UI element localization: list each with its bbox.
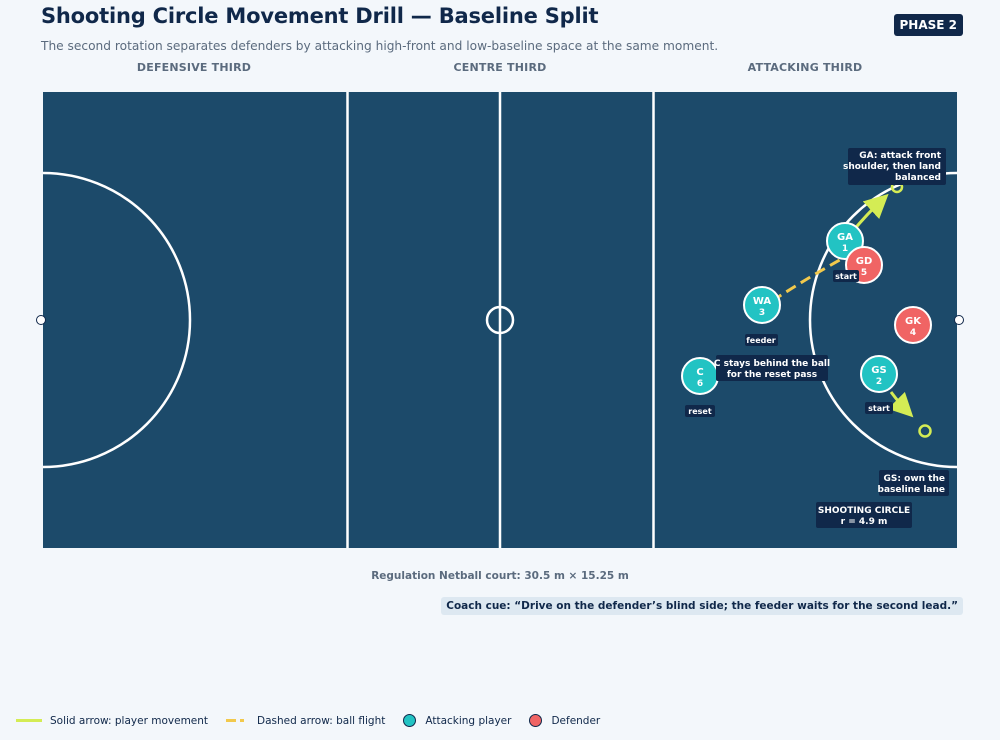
ga-note-line-3: balanced: [895, 173, 941, 183]
zone-label-attacking: ATTACKING THIRD: [747, 61, 863, 74]
legend-item-defence: Defender: [529, 714, 600, 727]
defence-dot-icon: [529, 714, 543, 727]
centre-circle: [485, 305, 515, 335]
player-ga-tag-top: start: [835, 272, 857, 281]
player-wa-pos: WA: [753, 296, 772, 307]
ga-note-line-1: GA: attack front: [859, 151, 941, 161]
legend-movement-label: Solid arrow: player movement: [50, 714, 209, 727]
player-ga-pos: GA: [837, 232, 853, 243]
ga-annotation: GA: attack front shoulder, then land bal…: [843, 148, 946, 185]
player-c-tag-bg: [685, 405, 715, 417]
player-gs[interactable]: GS 2: [860, 355, 898, 393]
gs-movement-arrow: [887, 391, 914, 418]
player-gk-pos: GK: [905, 316, 922, 327]
phase-badge: PHASE 2: [893, 14, 963, 36]
player-c-num: 6: [697, 379, 703, 389]
player-gk-num: 4: [910, 328, 916, 338]
shooting-circle-label: SHOOTING CIRCLE r = 4.9 m: [816, 502, 912, 528]
gs-note-line-2: baseline lane: [878, 485, 945, 495]
court-footnote: Regulation Netball court: 30.5 m × 15.25…: [371, 570, 629, 582]
attacking-shooting-circle: [808, 171, 957, 469]
player-wa-tag: feeder: [746, 336, 775, 345]
defensive-shooting-circle: [43, 171, 192, 469]
player-c[interactable]: C 6: [681, 357, 719, 395]
player-ga-num: 1: [842, 244, 848, 254]
movement-line-icon: [16, 719, 42, 722]
shooting-circle-radius: r = 4.9 m: [841, 517, 888, 527]
legend-item-ball: Dashed arrow: ball flight: [226, 715, 385, 727]
legend-ball-label: Dashed arrow: ball flight: [257, 714, 386, 727]
legend-item-movement: Solid arrow: player movement: [16, 715, 208, 727]
gs-annotation: GS: own the baseline lane: [878, 470, 949, 496]
player-gk[interactable]: GK 4: [894, 306, 932, 344]
legend-item-attack: Attacking player: [403, 714, 511, 727]
zone-label-defensive: DEFENSIVE THIRD: [136, 61, 252, 74]
gs-note-line-1: GS: own the: [884, 474, 945, 484]
player-wa[interactable]: WA 3: [743, 286, 781, 324]
player-gs-pos: GS: [871, 365, 886, 376]
player-gs-num: 2: [876, 377, 882, 387]
page-subtitle: The second rotation separates defenders …: [41, 39, 719, 53]
player-gs-tag-bg: [865, 402, 893, 414]
player-gs-tag: start: [868, 404, 890, 413]
page-title: Shooting Circle Movement Drill — Baselin…: [41, 4, 599, 28]
player-wa-tag-bg: [745, 334, 778, 346]
shooting-circle-title: SHOOTING CIRCLE: [818, 506, 910, 516]
player-c-tag: reset: [688, 407, 712, 416]
c-annotation: C stays behind the ball for the reset pa…: [714, 355, 830, 381]
goal-post-left: [36, 315, 46, 325]
player-gd-pos: GD: [856, 256, 873, 267]
attack-dot-icon: [403, 714, 417, 727]
gs-target-marker: [918, 424, 932, 438]
legend-defence-label: Defender: [551, 714, 601, 727]
zone-label-centre: CENTRE THIRD: [453, 61, 547, 74]
legend: Solid arrow: player movement Dashed arro…: [16, 714, 618, 727]
c-note-line-2: for the reset pass: [727, 370, 817, 380]
legend-attack-label: Attacking player: [425, 714, 512, 727]
player-c-pos: C: [696, 367, 703, 378]
player-wa-num: 3: [759, 308, 765, 318]
coach-cue: Coach cue: “Drive on the defender’s blin…: [441, 597, 963, 615]
goal-post-right: [954, 315, 964, 325]
player-gd-num: 5: [861, 268, 867, 278]
ga-note-line-2: shoulder, then land: [843, 162, 941, 172]
player-ga-tag-bg-top: [833, 270, 859, 282]
dashed-line-icon: [226, 719, 245, 722]
c-note-line-1: C stays behind the ball: [714, 359, 830, 369]
